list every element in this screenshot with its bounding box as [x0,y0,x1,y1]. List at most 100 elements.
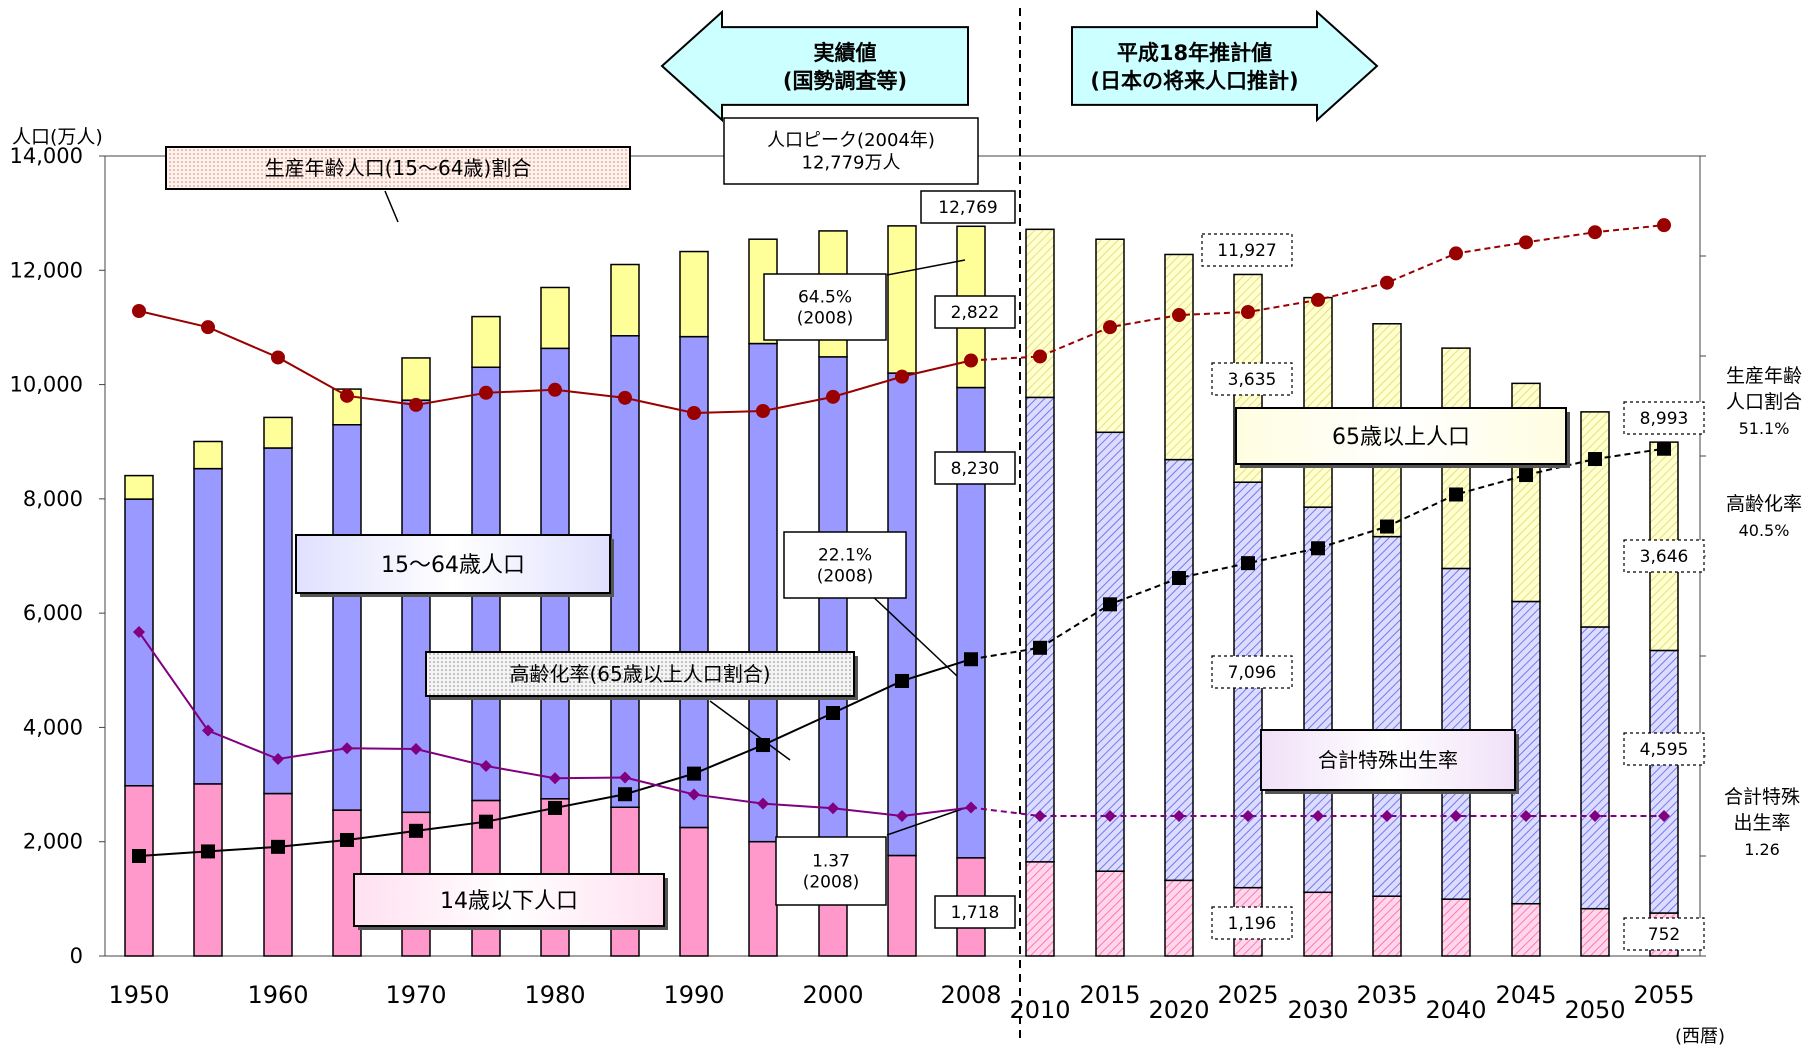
working-ratio-series-label: 生産年齢人口(15～64歳)割合 [165,146,631,190]
actual-values-arrow: 実績値 (国勢調査等) [660,9,969,123]
working-ratio-point [340,388,354,403]
bar-segment [1025,228,1055,399]
aging-rate-point [1311,541,1325,556]
fertility-rate-point [1520,810,1532,822]
aging-rate-series-label-text: 高齢化率(65歳以上人口割合) [509,662,770,686]
fertility-rate-point [549,772,561,785]
data-label: 3,635 [1211,362,1293,396]
fertility-rate-series-label-text: 合計特殊出生率 [1318,748,1458,772]
aging-rate-point [1449,487,1463,502]
x-tick-label: 1970 [385,981,446,1009]
aging-rate-point [340,832,354,847]
aging-rate-point [201,844,215,859]
working-ratio-point [132,304,146,318]
aging-rate-point [826,706,840,720]
working-ratio-callout-text: (2008) [797,309,854,329]
bar-segment [1303,506,1333,894]
working-ratio-point [826,389,840,404]
aging-rate-series-label: 高齢化率(65歳以上人口割合) [425,651,858,700]
working-ratio-point [1588,225,1602,240]
fertility-rate-point [827,802,839,815]
data-label-text: 11,927 [1217,241,1276,261]
age15-64-series-label-text: 15～64歳人口 [381,553,525,578]
working-ratio-point [687,406,701,421]
bar-segment [1164,253,1194,461]
data-label: 8,230 [934,451,1016,485]
projection-arrow-text: (日本の将来人口推計) [1090,69,1298,93]
working-ratio-end-label-text: 人口割合 [1726,391,1802,413]
data-label: 8,993 [1623,401,1705,435]
x-tick-label: 2050 [1564,996,1625,1024]
actual-values-arrow-text: (国勢調査等) [783,69,907,93]
fertility-rate-point [410,743,422,756]
age14-series-label: 14歳以下人口 [353,873,668,930]
bar-segment [193,783,223,957]
y-tick-label: 8,000 [23,487,83,511]
aging-rate-point [618,787,632,802]
bar-segment [1372,535,1402,897]
bar-segment [124,785,154,957]
age15-64-series-label: 15～64歳人口 [295,534,614,597]
aging-rate-point [548,800,562,815]
fertility-rate-end-label: 合計特殊出生率 1.26 [1724,786,1800,859]
data-label: 7,096 [1211,655,1293,689]
x-tick-label: 2025 [1217,981,1278,1009]
bar-segment [332,388,362,426]
data-label: 12,769 [920,190,1016,224]
y-tick-label: 6,000 [23,601,83,625]
x-tick-label: 2055 [1633,981,1694,1009]
working-ratio-point [271,350,285,365]
fertility-rate-point [965,801,977,814]
working-ratio-point [1519,235,1533,250]
aging-rate-point [756,738,770,753]
fertility-rate-point [1173,810,1185,822]
working-ratio-point [964,353,978,368]
working-callout-leader [886,259,966,276]
bar-segment [1025,861,1055,957]
working-ratio-point [1033,349,1047,364]
bar-segment [679,250,709,338]
data-label: 3,646 [1623,539,1705,573]
y-tick-label: 12,000 [10,258,83,282]
aging-rate-point [271,839,285,854]
bar-segment [1511,902,1541,957]
data-label: 4,595 [1623,732,1705,766]
data-label-text: 12,769 [938,198,997,218]
data-label: 11,927 [1201,233,1293,267]
bar-segment [124,474,154,500]
bar-segment [471,315,501,369]
fertility-rate-point [341,742,353,755]
bar-segment [1580,411,1610,628]
fertility-rate-point [1034,810,1046,822]
data-label-text: 7,096 [1228,663,1277,683]
aging-rate-point [132,849,146,863]
working-ratio-point [1657,218,1671,233]
working-ratio-point [618,390,632,405]
projection-arrow-text: 平成18年推計値 [1117,41,1272,65]
data-label-text: 3,635 [1228,370,1277,390]
fertility-rate-point [1589,810,1601,822]
fertility-rate-end-label-text: 1.26 [1744,840,1780,859]
aging-rate-point [1103,597,1117,612]
aging-rate-point [1657,441,1671,456]
population-peak-label-text: 人口ピーク(2004年) [767,130,935,151]
working-ratio-point [1311,292,1325,307]
aging-rate-point [964,652,978,667]
fertility-rate-series-label: 合計特殊出生率 [1260,729,1519,794]
bar-segment [1095,870,1125,957]
bar-segment [748,840,778,957]
x-tick-label: 1980 [524,981,585,1009]
x-axis-title: (西暦) [1675,1026,1725,1046]
y-axis-title: 人口(万人) [12,126,103,148]
working-ratio-point [409,397,423,412]
bar-segment [263,792,293,957]
fertility-rate-point [133,626,145,638]
aging-rate-callout-text: (2008) [817,567,874,587]
bar-segment [887,854,917,957]
data-label-text: 2,822 [951,303,1000,323]
bar-segment [1095,431,1125,872]
aging-rate-point [479,814,493,829]
fertility-rate-point [272,753,284,766]
